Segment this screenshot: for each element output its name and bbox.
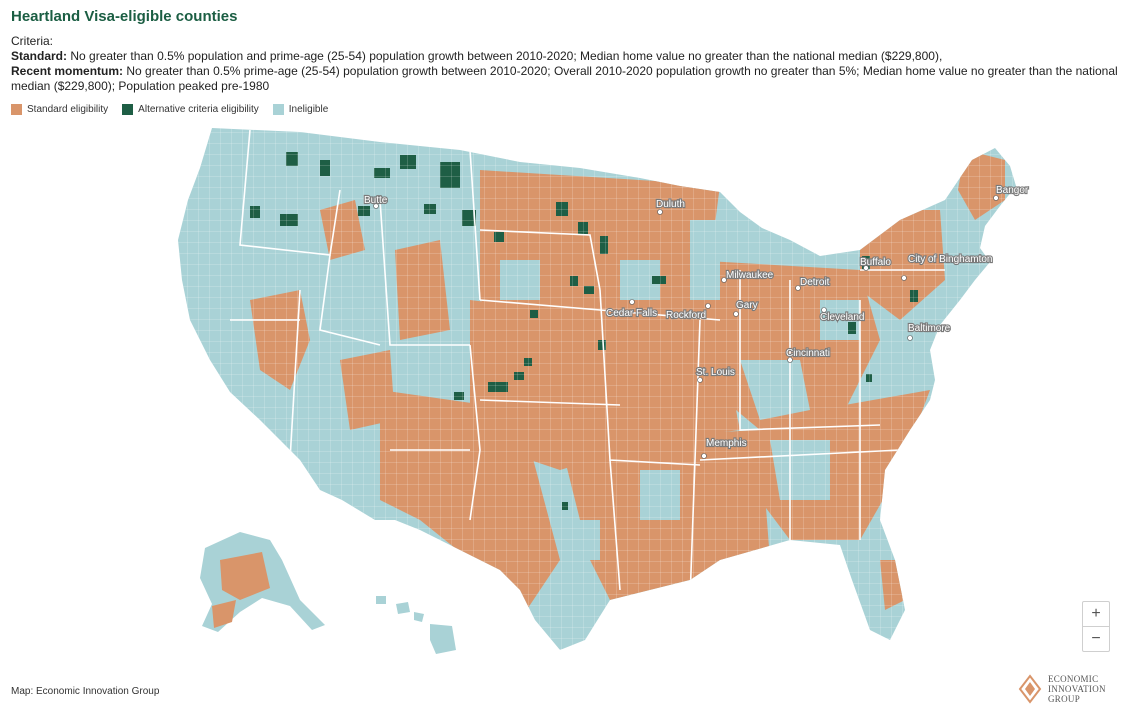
zoom-control: + − (1082, 601, 1110, 652)
eig-logo: ECONOMIC INNOVATION GROUP (1018, 674, 1106, 704)
city-baltimore[interactable]: Baltimore (907, 322, 952, 341)
eig-diamond-icon (1018, 674, 1042, 704)
city-rockford[interactable]: Rockford (665, 303, 711, 322)
svg-text:Cedar Falls: Cedar Falls (606, 308, 657, 319)
city-binghamton[interactable]: City of Binghamton (901, 253, 994, 281)
momentum-text: No greater than 0.5% prime-age (25-54) p… (11, 64, 1118, 93)
legend-label-standard: Standard eligibility (27, 104, 109, 115)
legend-swatch-alternative (122, 104, 134, 115)
city-memphis[interactable]: Memphis (701, 437, 748, 459)
criteria-momentum: Recent momentum: No greater than 0.5% pr… (11, 64, 1121, 94)
city-cleveland[interactable]: Cleveland (819, 307, 866, 324)
city-cedar-falls[interactable]: Cedar Falls (605, 299, 658, 320)
city-bangor[interactable]: Bangor (993, 184, 1030, 201)
logo-text: ECONOMIC INNOVATION GROUP (1048, 674, 1106, 704)
legend-item-alternative[interactable]: Alternative criteria eligibility (122, 104, 259, 115)
standard-label: Standard: (11, 49, 68, 63)
city-markers: Bangor Duluth Butte Buffalo City of Bing… (363, 184, 1030, 459)
legend: Standard eligibility Alternative criteri… (11, 104, 328, 115)
svg-text:Gary: Gary (736, 300, 758, 311)
svg-text:Rockford: Rockford (666, 310, 706, 321)
zoom-in-button[interactable]: + (1091, 605, 1101, 622)
legend-swatch-standard (11, 104, 22, 115)
svg-text:Detroit: Detroit (800, 277, 830, 288)
svg-text:Milwaukee: Milwaukee (726, 270, 774, 281)
svg-text:Duluth: Duluth (656, 199, 685, 210)
county-boundaries (178, 128, 1016, 650)
svg-text:City of Binghamton: City of Binghamton (908, 254, 993, 265)
standard-text: No greater than 0.5% population and prim… (67, 49, 943, 63)
momentum-label: Recent momentum: (11, 64, 124, 78)
city-st-louis[interactable]: St. Louis (695, 366, 736, 383)
state-boundaries (230, 129, 945, 601)
svg-text:St. Louis: St. Louis (696, 367, 735, 378)
city-milwaukee[interactable]: Milwaukee (721, 269, 775, 283)
svg-text:Bangor: Bangor (996, 185, 1029, 196)
legend-label-ineligible: Ineligible (288, 104, 329, 115)
us-county-map[interactable]: Bangor Duluth Butte Buffalo City of Bing… (0, 120, 1140, 680)
alaska (200, 532, 325, 632)
svg-text:Memphis: Memphis (706, 438, 747, 449)
map-credit: Map: Economic Innovation Group (11, 686, 160, 697)
criteria-text: Criteria: Standard: No greater than 0.5%… (11, 34, 1121, 94)
city-butte[interactable]: Butte (363, 194, 389, 209)
svg-text:Baltimore: Baltimore (908, 323, 951, 334)
city-cincinnati[interactable]: Cincinnati (785, 347, 831, 363)
svg-text:Cleveland: Cleveland (820, 312, 864, 323)
logo-line-1: ECONOMIC (1048, 674, 1099, 684)
hawaii (376, 596, 456, 654)
city-gary[interactable]: Gary (733, 299, 759, 317)
svg-text:Buffalo: Buffalo (860, 257, 891, 268)
city-duluth[interactable]: Duluth (655, 198, 686, 215)
city-detroit[interactable]: Detroit (795, 276, 831, 291)
zoom-out-button[interactable]: − (1083, 626, 1109, 651)
logo-line-2: INNOVATION (1048, 684, 1106, 694)
logo-line-3: GROUP (1048, 694, 1081, 704)
legend-swatch-ineligible (272, 104, 284, 115)
legend-item-standard[interactable]: Standard eligibility (11, 104, 108, 115)
svg-text:Butte: Butte (364, 195, 388, 206)
svg-text:Cincinnati: Cincinnati (786, 348, 830, 359)
criteria-heading: Criteria: (11, 34, 54, 48)
legend-item-ineligible[interactable]: Ineligible (272, 104, 329, 115)
city-buffalo[interactable]: Buffalo (859, 256, 892, 271)
map-title: Heartland Visa-eligible counties (11, 8, 238, 25)
legend-label-alternative: Alternative criteria eligibility (138, 104, 259, 115)
criteria-standard: Standard: No greater than 0.5% populatio… (11, 49, 1121, 64)
